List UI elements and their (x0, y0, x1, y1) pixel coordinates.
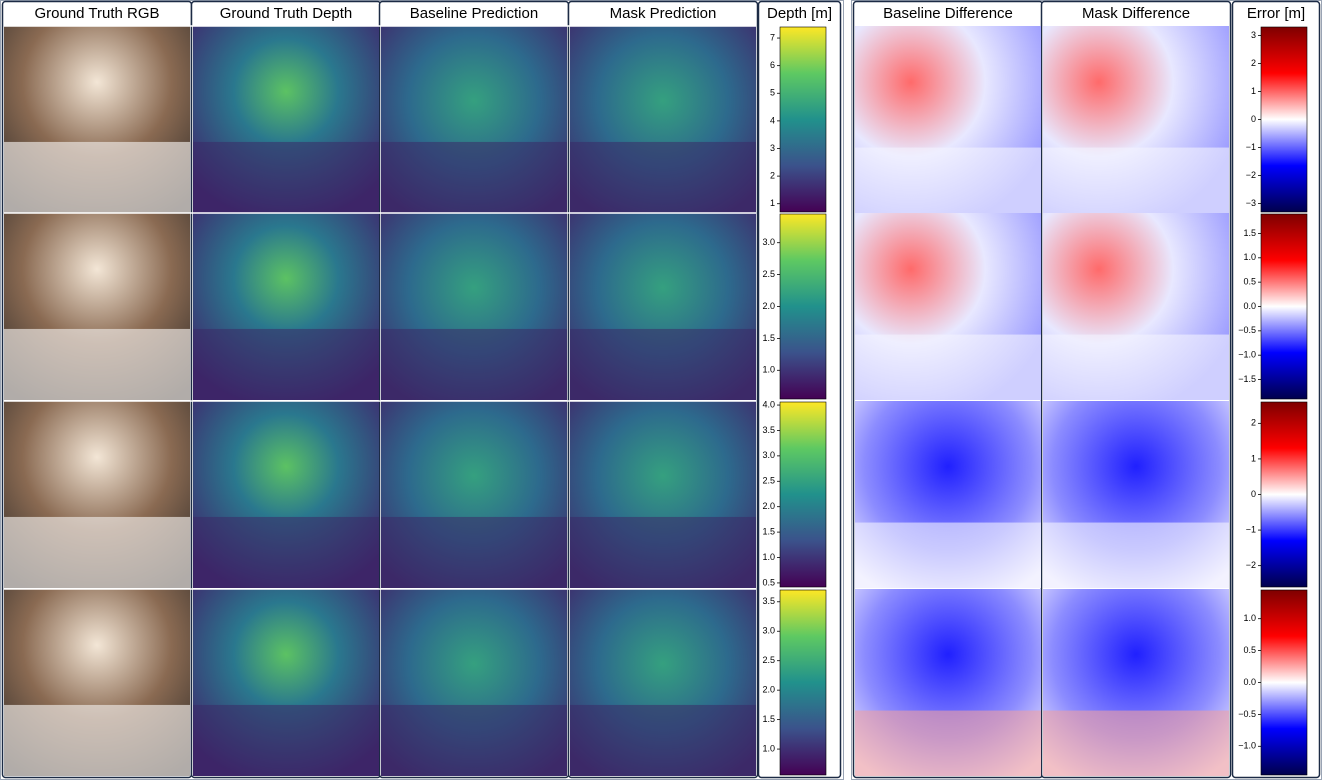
image-shade (381, 142, 567, 213)
column-header: Baseline Prediction (410, 5, 538, 22)
colorbar-tick-label: 1.0 (762, 552, 775, 562)
colorbar-tick-label: −1.5 (1238, 374, 1256, 384)
colorbar-tick-label: 2 (1251, 418, 1256, 428)
colorbar-tick-label: 2.5 (762, 655, 775, 665)
colorbar-tick-label: 1 (1251, 86, 1256, 96)
colorbar-tick-label: 3.0 (762, 237, 775, 247)
colorbar-tick-label: 2.0 (762, 501, 775, 511)
image-shade (381, 329, 567, 400)
image-shade (855, 148, 1041, 213)
colorbar (780, 27, 826, 212)
colorbar-tick-label: −1 (1246, 142, 1256, 152)
colorbar (780, 402, 826, 587)
colorbar-tick-label: 2.0 (762, 685, 775, 695)
colorbar-tick-label: 1.5 (762, 526, 775, 536)
image-shade (193, 705, 379, 776)
image-shade (1043, 711, 1229, 776)
image-shade (4, 142, 190, 213)
colorbar-tick-label: 1.5 (1243, 228, 1256, 238)
colorbar-tick-label: 1 (1251, 453, 1256, 463)
colorbar-tick-label: 0.5 (1243, 645, 1256, 655)
colorbar (1261, 27, 1307, 212)
colorbar-tick-label: −2 (1246, 170, 1256, 180)
colorbar-tick-label: 3.0 (762, 450, 775, 460)
image-shade (381, 517, 567, 588)
colorbar (780, 214, 826, 399)
colorbar-tick-label: 2 (770, 170, 775, 180)
image-shade (4, 329, 190, 400)
colorbar-tick-label: 1.0 (1243, 252, 1256, 262)
colorbar-tick-label: 3.5 (762, 425, 775, 435)
column-header: Ground Truth RGB (34, 5, 159, 22)
colorbar-header: Error [m] (1247, 5, 1305, 22)
image-shade (855, 711, 1041, 776)
colorbar-tick-label: 2.0 (762, 301, 775, 311)
image-shade (570, 517, 756, 588)
image-shade (1043, 335, 1229, 400)
colorbar-tick-label: 6 (770, 60, 775, 70)
colorbar (1261, 402, 1307, 587)
colorbar-tick-label: −2 (1246, 560, 1256, 570)
image-shade (855, 335, 1041, 400)
image-shade (570, 329, 756, 400)
colorbar-tick-label: 1.5 (762, 714, 775, 724)
colorbar-tick-label: 5 (770, 88, 775, 98)
colorbar-tick-label: −1.0 (1238, 741, 1256, 751)
image-shade (855, 523, 1041, 588)
colorbar-tick-label: 2.5 (762, 476, 775, 486)
colorbar-tick-label: −0.5 (1238, 709, 1256, 719)
colorbar-tick-label: 2.5 (762, 269, 775, 279)
image-shade (193, 517, 379, 588)
colorbar-tick-label: 1.5 (762, 333, 775, 343)
column-header: Mask Prediction (610, 5, 717, 22)
colorbar-tick-label: 0.0 (1243, 301, 1256, 311)
colorbar-tick-label: −0.5 (1238, 325, 1256, 335)
figure: Ground Truth RGB Ground Truth Depth Baseli… (0, 0, 1322, 780)
column-header: Baseline Difference (883, 5, 1013, 22)
image-shade (381, 705, 567, 776)
image-shade (1043, 523, 1229, 588)
colorbar-tick-label: 3 (770, 143, 775, 153)
colorbar-tick-label: 3.5 (762, 596, 775, 606)
colorbar-tick-label: 0.5 (1243, 277, 1256, 287)
colorbar-tick-label: 3 (1251, 30, 1256, 40)
colorbar-tick-label: −3 (1246, 198, 1256, 208)
image-shade (193, 329, 379, 400)
content: Ground Truth RGB Ground Truth Depth Baseli… (3, 2, 1320, 778)
colorbar-tick-label: 1 (770, 198, 775, 208)
colorbar-tick-label: 3.0 (762, 626, 775, 636)
image-shade (4, 517, 190, 588)
colorbar-tick-label: 2 (1251, 58, 1256, 68)
colorbar-tick-label: 0 (1251, 114, 1256, 124)
colorbar-tick-label: 0.5 (762, 577, 775, 587)
image-shade (570, 142, 756, 213)
colorbar-tick-label: 1.0 (762, 365, 775, 375)
image-shade (1043, 148, 1229, 213)
colorbar-tick-label: 4.0 (762, 399, 775, 409)
colorbar (1261, 214, 1307, 399)
colorbar-tick-label: 1.0 (1243, 613, 1256, 623)
colorbar-tick-label: 4 (770, 115, 775, 125)
colorbar-tick-label: 0.0 (1243, 677, 1256, 687)
colorbar-tick-label: 1.0 (762, 743, 775, 753)
colorbar-tick-label: −1 (1246, 524, 1256, 534)
column-header: Ground Truth Depth (220, 5, 353, 22)
column-header: Mask Difference (1082, 5, 1190, 22)
colorbar-tick-label: 0 (1251, 489, 1256, 499)
colorbar-tick-label: −1.0 (1238, 350, 1256, 360)
image-shade (570, 705, 756, 776)
image-shade (4, 705, 190, 776)
image-shade (193, 142, 379, 213)
colorbar (1261, 590, 1307, 775)
colorbar-header: Depth [m] (767, 5, 832, 22)
colorbar (780, 590, 826, 775)
colorbar-tick-label: 7 (770, 32, 775, 42)
